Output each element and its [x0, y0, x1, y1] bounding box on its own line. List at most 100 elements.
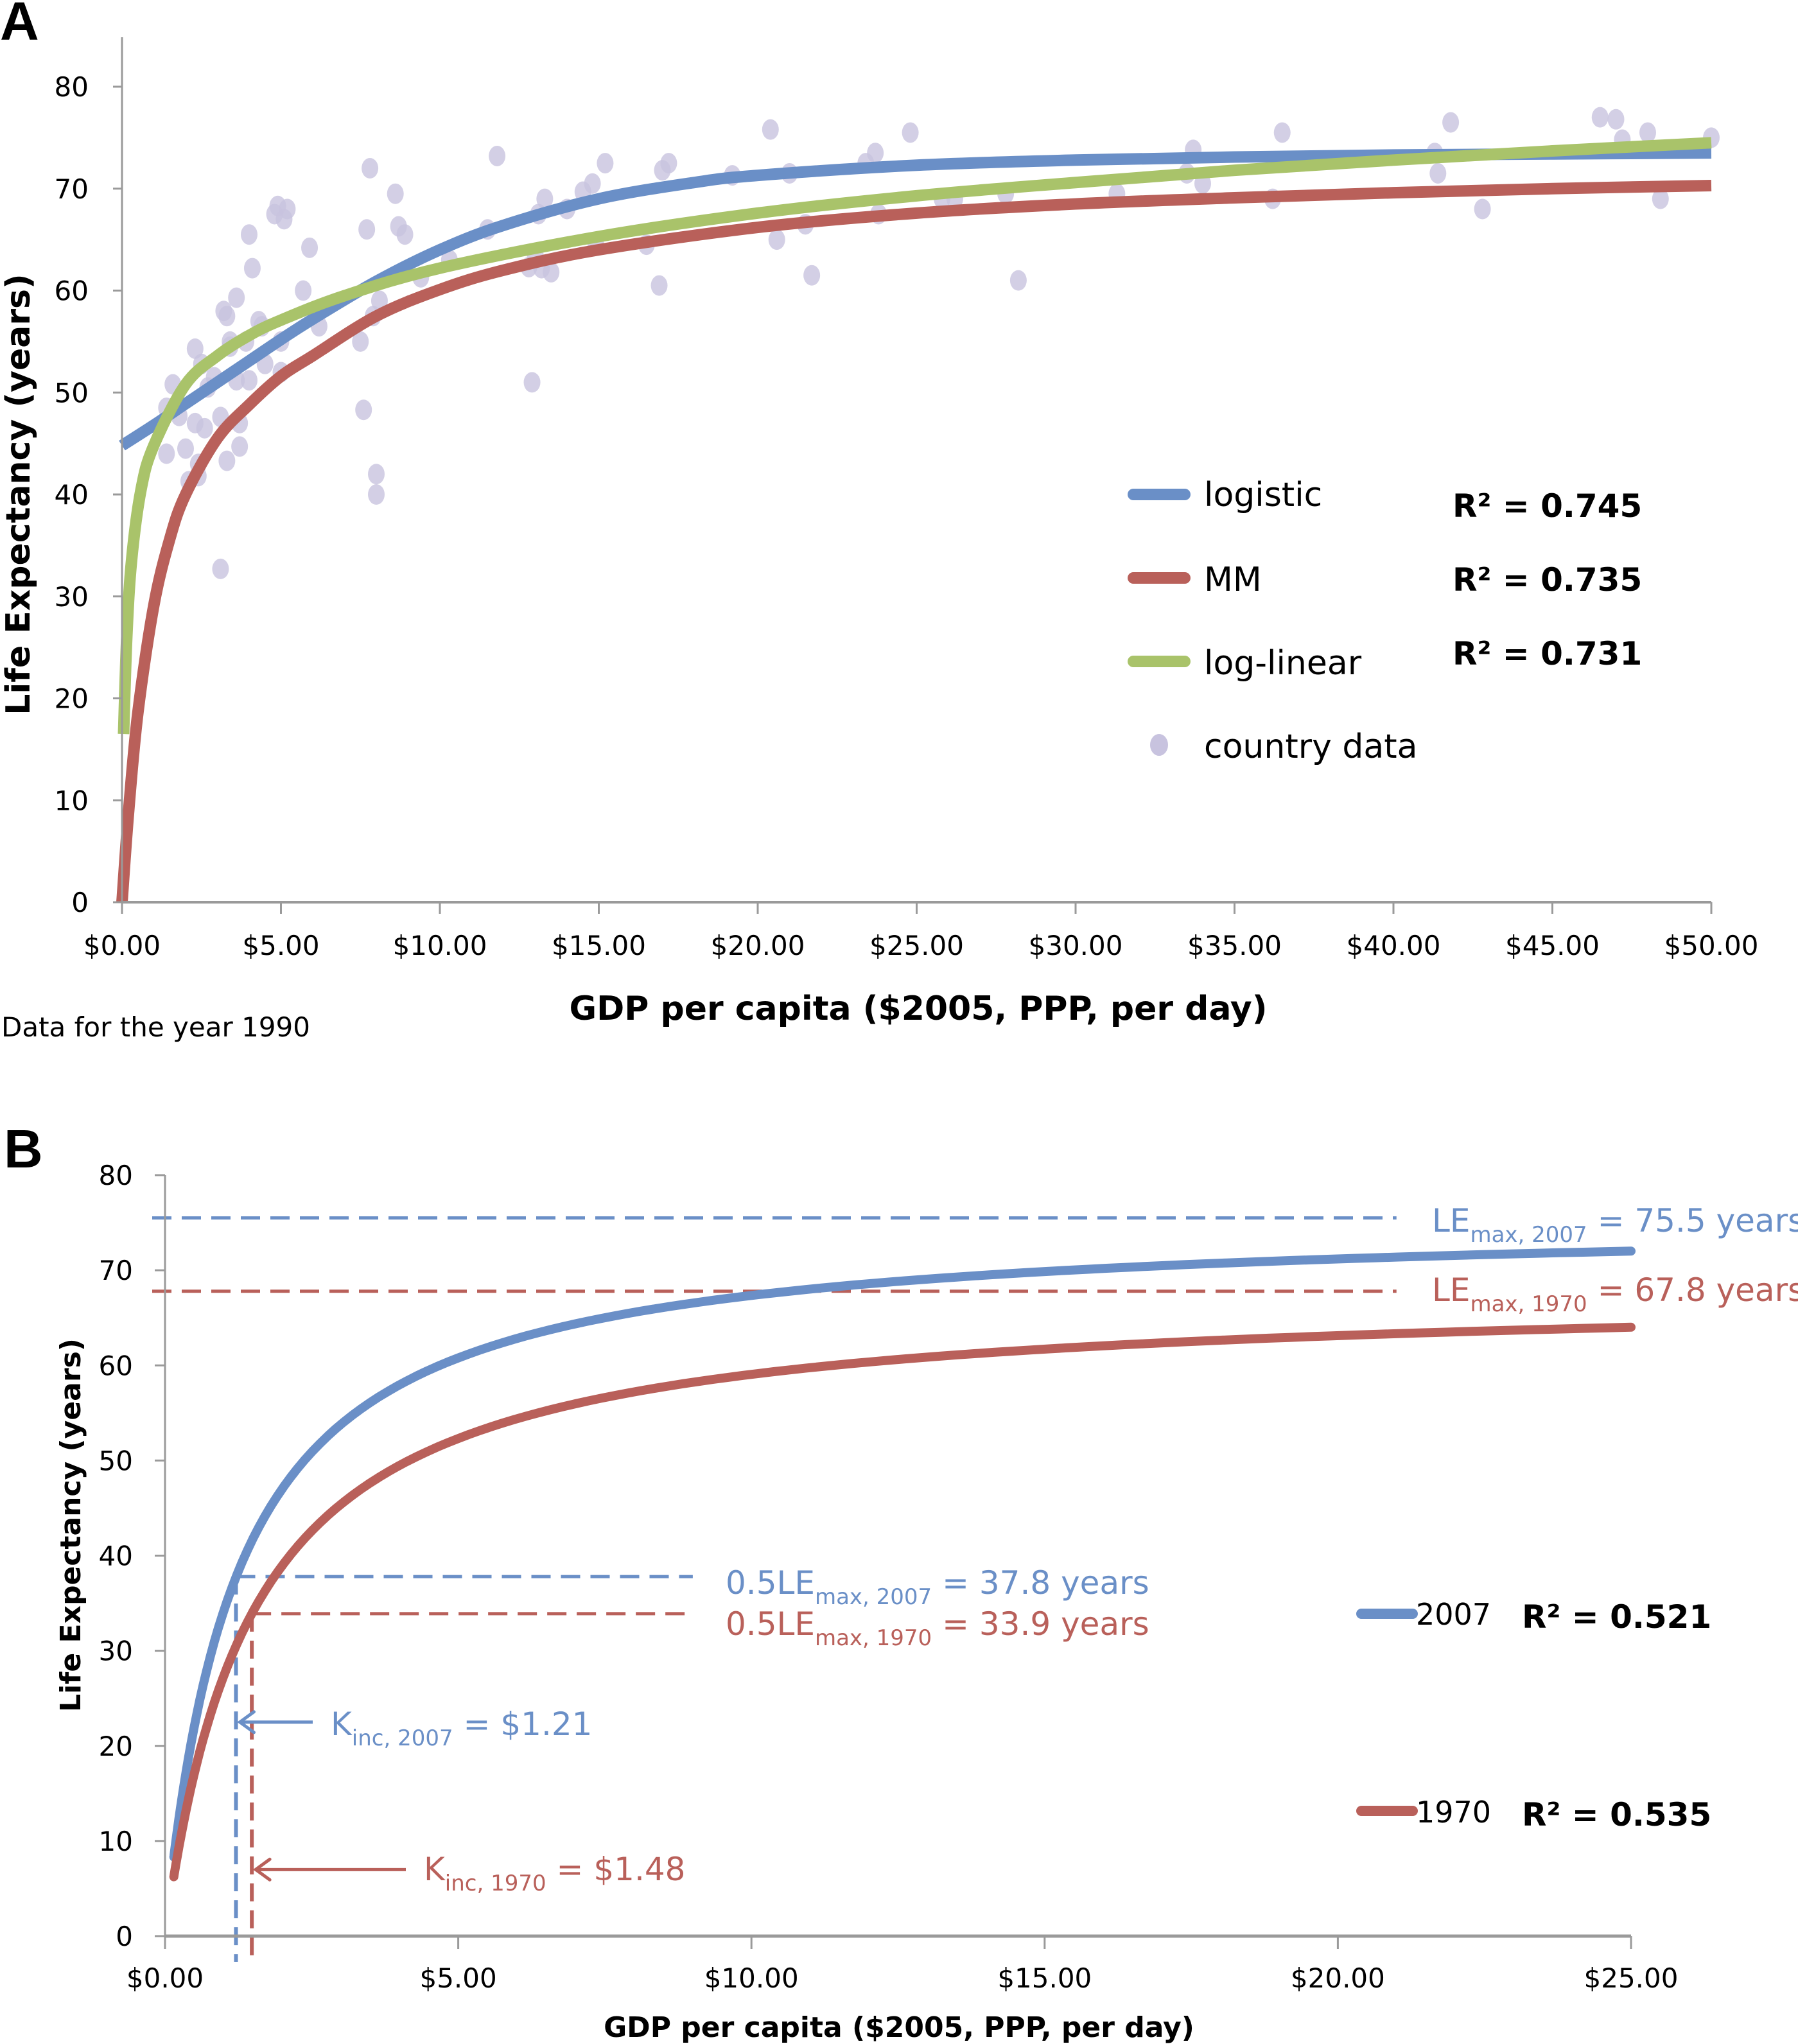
- x-tick-label-a: $20.00: [711, 930, 805, 961]
- axes-b: 0 10 20 30 40 50 60 70 80 $0.00 $5.00 $10.00 $15.00 $…: [99, 1160, 1679, 1994]
- y-tick-label-b: 10: [99, 1826, 133, 1857]
- country-data-point: [362, 158, 379, 179]
- country-data-point: [352, 331, 369, 352]
- fit-line-log-linear: [118, 137, 1712, 735]
- panel-label-a: A: [0, 0, 39, 51]
- x-tick-label-a: $40.00: [1347, 930, 1441, 961]
- country-data-point: [295, 280, 312, 301]
- r2-log-linear: R² = 0.731: [1453, 635, 1642, 672]
- y-tick-label-b: 80: [99, 1160, 133, 1191]
- country-data-point: [358, 219, 376, 240]
- annotation-lemax1970: LEmax, 1970 = 67.8 years: [1432, 1271, 1798, 1317]
- y-tick-label-b: 60: [99, 1350, 133, 1381]
- panel-a: A 0 10 20 30 40 50 60 70 80 $0.00 $5.00 $10.00 $15.0…: [0, 0, 1758, 1043]
- data-year-note: Data for the year 1990: [1, 1011, 310, 1043]
- country-data-point: [231, 436, 249, 457]
- country-data-point: [1591, 107, 1609, 128]
- country-data-point: [489, 145, 506, 166]
- arrowhead-kinc1970: [252, 1857, 272, 1882]
- annotation-lemax2007: LEmax, 2007 = 75.5 years: [1432, 1202, 1798, 1248]
- y-tick-label-a: 70: [55, 173, 89, 205]
- legend-b: 2007 R² = 0.521 1970 R² = 0.535: [1356, 1597, 1711, 1833]
- legend-label-logistic: logistic: [1204, 476, 1322, 514]
- legend-a: logistic R² = 0.745 MM R² = 0.735 log-li…: [1128, 476, 1642, 766]
- country-data-point: [762, 119, 779, 140]
- r2-1970: R² = 0.535: [1522, 1796, 1711, 1833]
- x-tick-label-b: $0.00: [127, 1962, 204, 1994]
- y-tick-label-b: 70: [99, 1255, 133, 1286]
- x-tick-label-a: $35.00: [1187, 930, 1282, 961]
- country-data-point: [371, 290, 388, 311]
- y-tick-label-b: 40: [99, 1541, 133, 1572]
- y-tick-label-a: 50: [55, 377, 89, 408]
- country-data-point: [368, 464, 385, 485]
- curve-2007: [169, 1246, 1636, 1862]
- country-data-point: [902, 122, 919, 143]
- y-tick-label-a: 60: [55, 275, 89, 307]
- fit-line-mm: [116, 179, 1712, 903]
- country-data-point: [1474, 198, 1491, 220]
- r2-2007: R² = 0.521: [1522, 1598, 1711, 1636]
- x-tick-label-b: $15.00: [997, 1962, 1092, 1994]
- country-data-point: [241, 370, 257, 391]
- y-tick-label-b: 20: [99, 1731, 133, 1762]
- country-data-point: [1442, 112, 1460, 133]
- country-data-point: [1652, 188, 1669, 209]
- country-data-point: [243, 258, 261, 279]
- axes-a: 0 10 20 30 40 50 60 70 80 $0.00 $5.00 $10.00 $15.00 $…: [55, 37, 1759, 961]
- x-tick-label-a: $50.00: [1664, 930, 1759, 961]
- x-tick-label-a: $30.00: [1029, 930, 1123, 961]
- curve-1970: [169, 1322, 1636, 1882]
- x-tick-label-a: $10.00: [393, 930, 487, 961]
- y-axis-title-a: Life Expectancy (years): [0, 274, 38, 715]
- y-tick-label-b: 50: [99, 1445, 133, 1476]
- country-data-point: [1273, 122, 1291, 143]
- y-tick-label-a: 0: [71, 887, 89, 918]
- country-data-point: [196, 417, 213, 439]
- x-tick-label-a: $45.00: [1505, 930, 1600, 961]
- country-data-point: [768, 229, 785, 250]
- annotation-kinc2007: Kinc, 2007 = $1.21: [331, 1706, 592, 1751]
- legend-label-country-data: country data: [1204, 728, 1418, 766]
- fit-line-logistic: [119, 147, 1712, 451]
- legend-label-1970: 1970: [1416, 1795, 1491, 1830]
- x-axis-title-b: GDP per capita ($2005, PPP, per day): [604, 2011, 1194, 2044]
- country-data-point: [279, 198, 296, 220]
- country-data-point: [536, 188, 554, 209]
- y-tick-label-b: 0: [116, 1921, 133, 1952]
- country-data-point: [1009, 270, 1027, 291]
- x-tick-label-b: $25.00: [1584, 1962, 1679, 1994]
- country-data-point: [584, 173, 601, 194]
- country-data-point: [218, 450, 236, 471]
- y-tick-label-a: 10: [55, 785, 89, 816]
- country-data-point: [212, 558, 229, 579]
- y-tick-label-a: 20: [55, 683, 89, 715]
- country-data-point: [1607, 109, 1625, 130]
- x-tick-label-a: $15.00: [552, 930, 646, 961]
- panel-b: B 0 10 20 30 40 50 60 70 80 $0.00 $5.00 $10.00 $15.0…: [4, 1119, 1798, 2044]
- country-data-point: [660, 153, 677, 174]
- x-tick-label-a: $5.00: [242, 930, 319, 961]
- x-tick-label-a: $0.00: [83, 930, 161, 961]
- country-data-point: [241, 224, 257, 245]
- annotations: LEmax, 2007 = 75.5 years LEmax, 1970 = 67…: [237, 1202, 1798, 1896]
- country-data-point: [301, 237, 319, 258]
- country-data-point: [368, 484, 385, 505]
- arrowhead-kinc2007: [237, 1710, 256, 1734]
- country-data-point: [867, 143, 884, 164]
- x-axis-title-a: GDP per capita ($2005, PPP, per day): [569, 990, 1267, 1028]
- legend-label-2007: 2007: [1416, 1597, 1491, 1632]
- country-data-point: [228, 287, 245, 308]
- country-data-point: [650, 275, 668, 296]
- fit-curves: [169, 1246, 1636, 1882]
- annotation-half2007: 0.5LEmax, 2007 = 37.8 years: [726, 1564, 1149, 1610]
- legend-marker-country-data: [1150, 734, 1168, 756]
- country-data-point: [218, 306, 236, 327]
- country-data-point: [523, 372, 541, 393]
- country-data-point: [177, 438, 194, 459]
- x-tick-label-a: $25.00: [869, 930, 964, 961]
- x-tick-label-b: $20.00: [1291, 1962, 1385, 1994]
- y-tick-label-b: 30: [99, 1636, 133, 1667]
- country-data-point: [355, 399, 372, 421]
- country-data-point: [158, 443, 175, 464]
